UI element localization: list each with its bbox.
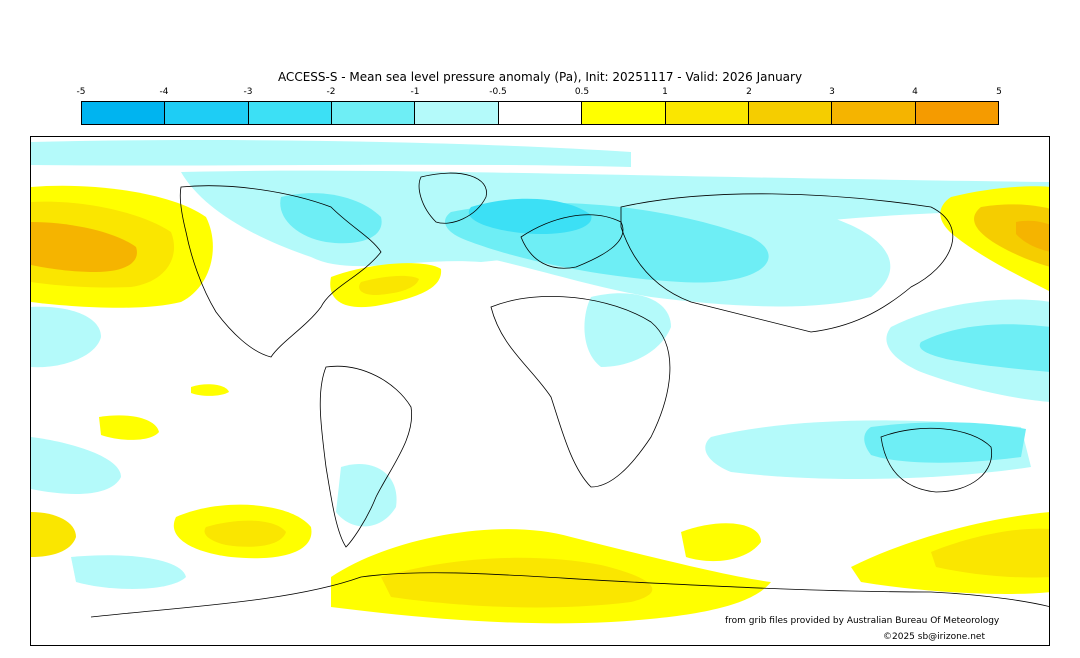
colorbar-swatch [832, 102, 916, 124]
anomaly-eurasia-core [468, 198, 592, 235]
anomaly-map [30, 136, 1050, 646]
tick-label: -4 [159, 87, 169, 97]
colorbar-swatch [248, 102, 333, 124]
anomaly-north-atlantic-core [359, 275, 419, 295]
tick-label: 4 [912, 87, 918, 97]
copyright-credit: ©2025 sb@irizone.net [883, 632, 985, 642]
coastline-europe [520, 214, 624, 269]
anomaly-npac-east-core [1016, 220, 1049, 252]
colorbar-swatch [332, 102, 416, 124]
colorbar-swatch [415, 102, 499, 124]
colorbar-swatch [82, 102, 166, 124]
chart-title: ACCESS-S - Mean sea level pressure anoma… [277, 70, 803, 84]
coastline-north-america [179, 185, 382, 358]
anomaly-se-pacific-core [931, 528, 1049, 578]
colorbar-swatch [498, 102, 583, 124]
map-canvas [31, 140, 1049, 624]
tick-label: -2 [326, 87, 336, 97]
tick-label: 1 [662, 87, 668, 97]
tick-label: 0.5 [574, 87, 590, 97]
anomaly-south-pacific [71, 555, 186, 589]
anomaly-npac-east-mid [974, 204, 1049, 267]
tick-label: 3 [829, 87, 835, 97]
anomaly-small-pos-2 [191, 384, 229, 396]
colorbar-swatch [665, 102, 749, 124]
anomaly-south-indian [681, 523, 761, 562]
coastline-asia [620, 193, 954, 333]
coastline-south-america [319, 365, 413, 548]
anomaly-southern-ocean-core [381, 557, 653, 608]
coastline-antarctica [90, 572, 1049, 618]
colorbar-swatch [165, 102, 249, 124]
anomaly-east-pacific-2 [31, 437, 121, 494]
coastline-australia [880, 427, 993, 493]
tick-label: -0.5 [489, 87, 507, 97]
anomaly-north-america [280, 193, 382, 244]
anomaly-npac-west-core [31, 222, 137, 272]
tick-label: -5 [76, 87, 86, 97]
anomaly-east-pacific-1 [31, 306, 101, 368]
anomaly-far-west [31, 512, 76, 557]
colorbar-swatch [748, 102, 833, 124]
coastline-greenland [418, 172, 487, 224]
anomaly-west-pacific-core [919, 324, 1049, 372]
colorbar-swatch [915, 102, 998, 124]
tick-label: -1 [410, 87, 420, 97]
colorbar [81, 101, 999, 125]
anomaly-south-pacific-pos-core [204, 520, 286, 547]
anomaly-arctic-band [31, 140, 631, 167]
coastline-africa [490, 295, 671, 488]
tick-label: -3 [243, 87, 253, 97]
anomaly-middle-east [584, 293, 671, 367]
colorbar-swatch [582, 102, 666, 124]
coastlines [90, 172, 1049, 618]
anomaly-fields [31, 140, 1049, 624]
tick-label: 5 [996, 87, 1002, 97]
anomaly-australia-core [864, 422, 1026, 463]
source-credit: from grib files provided by Australian B… [725, 616, 1000, 626]
anomaly-south-america [336, 463, 397, 527]
anomaly-small-pos-1 [99, 415, 159, 440]
tick-label: 2 [746, 87, 752, 97]
